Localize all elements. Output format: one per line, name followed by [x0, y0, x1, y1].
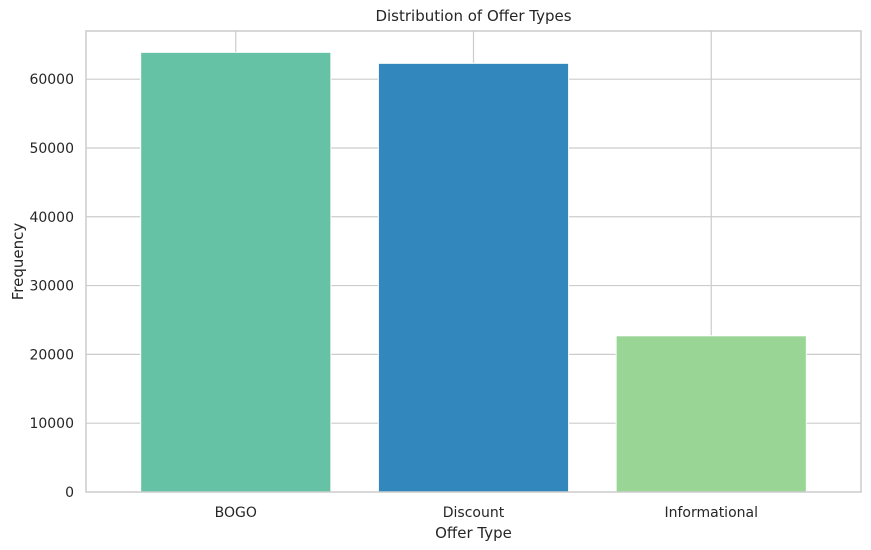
bars-layer: [140, 51, 807, 493]
y-tick-label: 60000: [29, 72, 74, 88]
bar-informational: [615, 335, 807, 493]
bar-discount: [377, 62, 570, 493]
y-tick-label: 0: [65, 485, 74, 501]
x-tick-label: Discount: [443, 505, 505, 521]
y-tick-label: 50000: [29, 141, 74, 157]
plot-frame: [85, 30, 862, 493]
y-tick-labels: 0 10000 20000 30000 40000 50000 60000: [29, 72, 74, 501]
x-tick-labels: BOGO Discount Informational: [215, 505, 758, 521]
x-axis-label: Offer Type: [435, 524, 512, 542]
y-tick-label: 40000: [29, 210, 74, 226]
y-axis-label: Frequency: [9, 223, 27, 301]
bar-bogo: [140, 51, 332, 493]
x-tick-label: BOGO: [215, 505, 257, 521]
y-tick-label: 20000: [29, 347, 74, 363]
chart-title: Distribution of Offer Types: [375, 7, 571, 25]
y-tick-label: 30000: [29, 279, 74, 295]
y-tick-label: 10000: [29, 416, 74, 432]
x-tick-label: Informational: [664, 505, 758, 521]
